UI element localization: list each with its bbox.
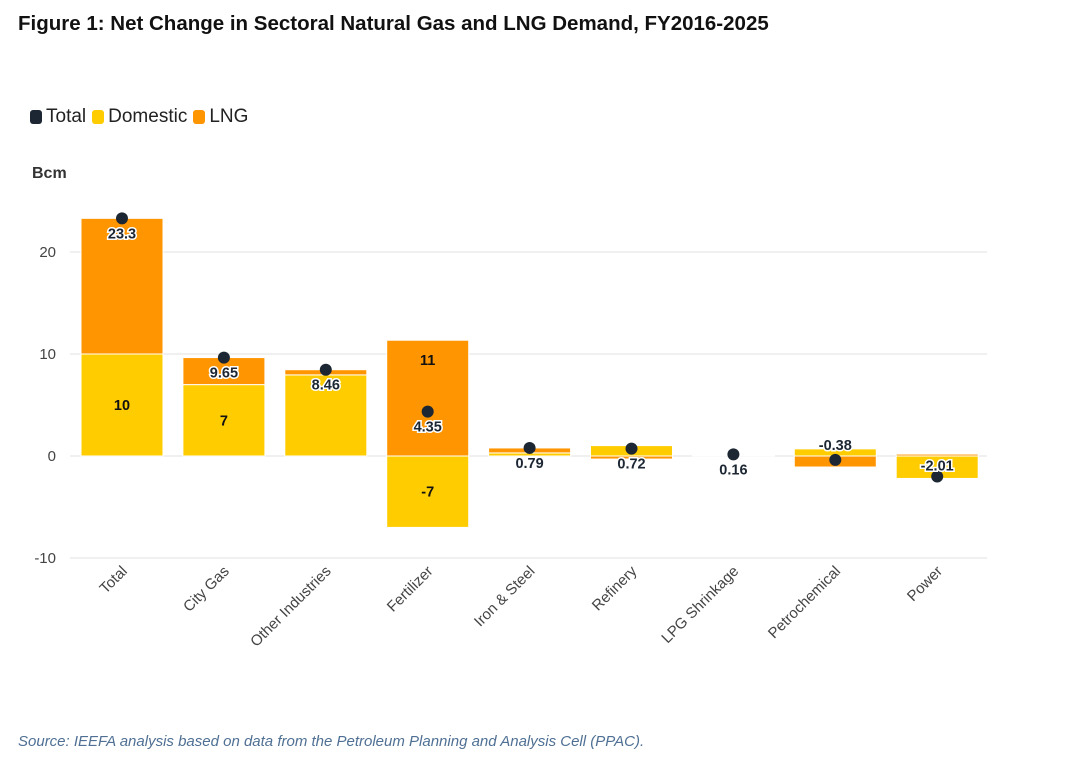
legend-item-total[interactable]: Total xyxy=(30,106,86,128)
segment-label: 10 xyxy=(114,398,130,414)
bar-domestic xyxy=(284,374,368,457)
legend-swatch-domestic xyxy=(92,110,105,124)
total-value-label: -2.01 xyxy=(921,459,954,475)
x-tick-label: Total xyxy=(96,563,130,597)
x-tick-label: Other Industries xyxy=(247,563,334,650)
bar-lng xyxy=(895,453,979,457)
total-marker xyxy=(829,453,842,466)
legend-label: LNG xyxy=(209,106,249,127)
total-marker xyxy=(727,448,740,461)
legend-label: Total xyxy=(46,106,87,127)
total-marker xyxy=(421,405,434,418)
total-value-label: 23.3 xyxy=(108,226,136,242)
segment-label: 7 xyxy=(220,413,228,429)
y-tick-label: 0 xyxy=(48,448,56,465)
x-tick-label: Petrochemical xyxy=(765,563,844,642)
total-marker xyxy=(931,470,944,483)
bar-domestic xyxy=(80,353,164,457)
x-tick-label: LPG Shrinkage xyxy=(658,563,742,647)
total-value-label: 0.72 xyxy=(617,457,645,473)
total-value-label: -0.38 xyxy=(819,438,852,454)
legend-item-domestic[interactable]: Domestic xyxy=(92,106,187,128)
x-tick-label: Fertilizer xyxy=(384,563,437,616)
total-value-label: 4.35 xyxy=(414,420,442,436)
legend: Total Domestic LNG xyxy=(30,106,248,128)
y-tick-label: -10 xyxy=(34,550,56,567)
bar-domestic xyxy=(386,455,470,528)
total-value-label: 9.65 xyxy=(210,366,238,382)
legend-label: Domestic xyxy=(108,106,188,127)
segment-label: -7 xyxy=(421,485,434,501)
bar-lng xyxy=(386,339,470,457)
y-tick-label: 10 xyxy=(39,346,56,363)
total-marker xyxy=(523,441,536,454)
total-marker xyxy=(116,212,128,225)
x-tick-label: Iron & Steel xyxy=(471,563,538,630)
x-tick-label: Refinery xyxy=(589,562,641,614)
segment-label: 11 xyxy=(420,353,435,369)
legend-swatch-lng xyxy=(193,110,206,124)
bar-lng xyxy=(590,455,673,460)
legend-swatch-total xyxy=(30,110,42,124)
x-tick-label: City Gas xyxy=(180,563,233,616)
x-tick-label: Power xyxy=(904,563,946,605)
total-marker xyxy=(625,442,638,455)
source-note: Source: IEEFA analysis based on data fro… xyxy=(18,733,645,750)
figure-title: Figure 1: Net Change in Sectoral Natural… xyxy=(18,12,769,35)
total-value-label: 0.16 xyxy=(719,462,747,478)
total-value-label: 8.46 xyxy=(312,378,340,394)
y-axis-label: Bcm xyxy=(32,165,67,182)
bar-domestic xyxy=(182,384,266,457)
total-marker xyxy=(319,363,332,376)
y-tick-label: 20 xyxy=(39,244,56,261)
total-value-label: 0.79 xyxy=(515,456,543,472)
total-marker xyxy=(217,351,230,364)
bar-lng xyxy=(80,217,164,355)
legend-item-lng[interactable]: LNG xyxy=(193,106,248,128)
